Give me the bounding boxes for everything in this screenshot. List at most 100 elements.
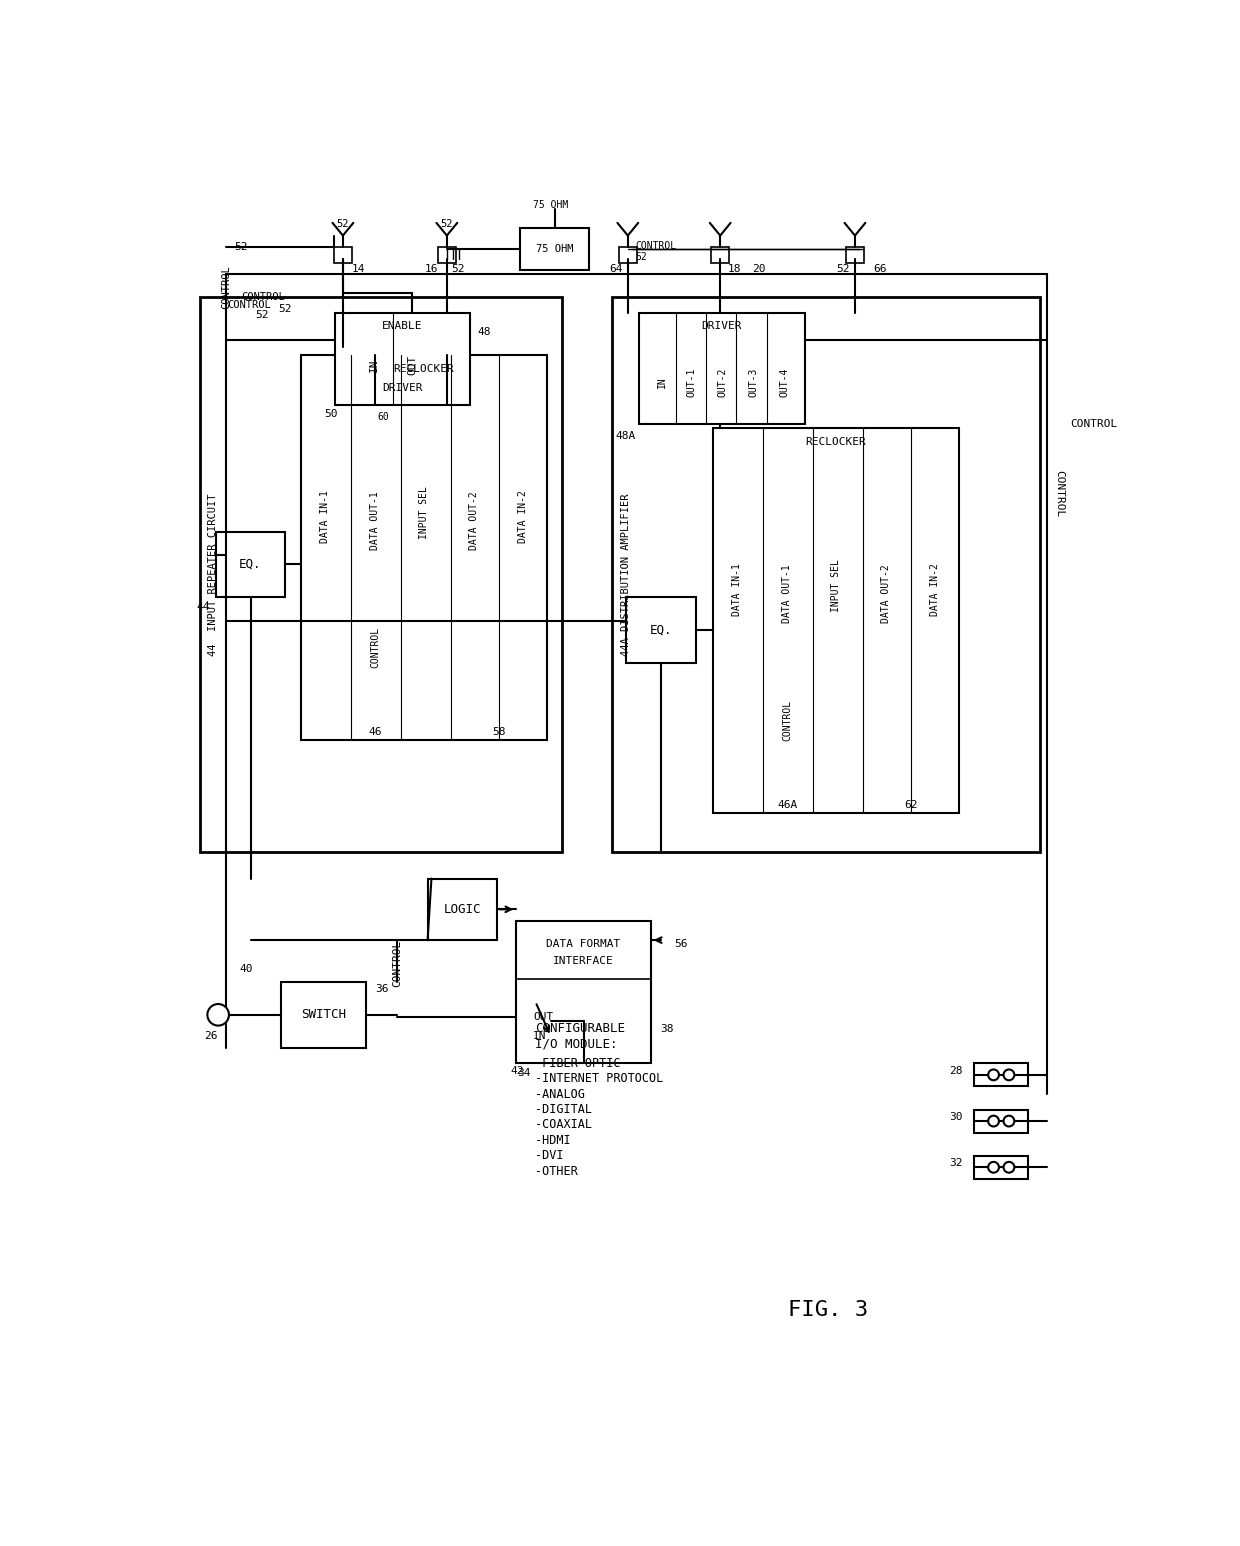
- Bar: [975, 1064, 1028, 1087]
- Text: 52: 52: [635, 252, 647, 263]
- Bar: [438, 247, 456, 263]
- Text: DRIVER: DRIVER: [382, 383, 423, 393]
- Text: -FIBER OPTIC: -FIBER OPTIC: [536, 1057, 621, 1070]
- Text: 48A: 48A: [615, 431, 635, 441]
- Text: INTERFACE: INTERFACE: [553, 955, 614, 966]
- Bar: [975, 1156, 1028, 1178]
- Text: CONFIGURABLE: CONFIGURABLE: [536, 1022, 625, 1036]
- Text: OUT-3: OUT-3: [748, 368, 759, 397]
- Text: -DIGITAL: -DIGITAL: [536, 1102, 593, 1116]
- Bar: [711, 247, 729, 263]
- Text: 52: 52: [440, 220, 453, 229]
- Text: 36: 36: [376, 983, 389, 994]
- Bar: [626, 597, 696, 663]
- Text: 52: 52: [279, 303, 291, 314]
- Text: DATA OUT-1: DATA OUT-1: [782, 564, 792, 623]
- Bar: [713, 428, 959, 813]
- Text: 66: 66: [874, 264, 887, 274]
- Text: 52: 52: [255, 309, 269, 320]
- Text: -DVI: -DVI: [536, 1149, 564, 1163]
- Text: CONTROL: CONTROL: [221, 266, 231, 309]
- Text: 52: 52: [234, 243, 248, 252]
- Text: DATA OUT-2: DATA OUT-2: [880, 564, 890, 623]
- Text: CONTROL: CONTROL: [635, 241, 677, 250]
- Text: IN: IN: [657, 376, 667, 388]
- Text: 52: 52: [336, 220, 350, 229]
- Text: SWITCH: SWITCH: [301, 1008, 346, 1022]
- Text: -COAXIAL: -COAXIAL: [536, 1118, 593, 1132]
- Text: DATA IN-2: DATA IN-2: [518, 490, 528, 543]
- Circle shape: [1003, 1070, 1014, 1081]
- Text: IN: IN: [368, 359, 378, 371]
- Text: EQ.: EQ.: [239, 558, 262, 570]
- Text: RECLOCKER: RECLOCKER: [805, 438, 866, 447]
- Bar: [516, 921, 651, 1064]
- Text: DATA IN-1: DATA IN-1: [320, 490, 330, 543]
- Text: OUT: OUT: [533, 1013, 553, 1022]
- Text: INPUT SEL: INPUT SEL: [831, 560, 841, 612]
- Bar: [520, 227, 589, 271]
- Text: 46A: 46A: [777, 801, 797, 810]
- Text: 42: 42: [511, 1067, 523, 1076]
- Text: -HDMI: -HDMI: [536, 1133, 572, 1147]
- Text: 44A DISTRIBUTION AMPLIFIER: 44A DISTRIBUTION AMPLIFIER: [621, 493, 631, 656]
- Bar: [975, 1110, 1028, 1133]
- Text: RECLOCKER: RECLOCKER: [393, 363, 454, 374]
- Text: 50: 50: [325, 410, 339, 419]
- Text: 46: 46: [368, 727, 382, 737]
- Text: 44: 44: [196, 601, 210, 612]
- Text: 48: 48: [477, 326, 491, 337]
- Text: 38: 38: [660, 1023, 673, 1034]
- Circle shape: [1003, 1116, 1014, 1127]
- Text: 62: 62: [904, 801, 918, 810]
- Circle shape: [988, 1163, 999, 1173]
- Text: 56: 56: [675, 938, 687, 949]
- Bar: [619, 247, 637, 263]
- Text: 20: 20: [751, 264, 765, 274]
- Text: 26: 26: [203, 1031, 217, 1042]
- Text: 60: 60: [377, 411, 389, 422]
- Text: 64: 64: [610, 264, 622, 274]
- Text: -OTHER: -OTHER: [536, 1164, 578, 1178]
- Text: DATA IN-1: DATA IN-1: [732, 563, 742, 617]
- Circle shape: [207, 1003, 229, 1025]
- Text: 52: 52: [451, 264, 465, 274]
- Text: CONTROL: CONTROL: [242, 292, 285, 301]
- Text: DATA FORMAT: DATA FORMAT: [546, 938, 620, 949]
- Text: 75 OHM: 75 OHM: [536, 244, 573, 254]
- Text: CONTROL: CONTROL: [227, 300, 272, 309]
- Text: -ANALOG: -ANALOG: [536, 1088, 585, 1101]
- Bar: [201, 297, 563, 852]
- Text: 16: 16: [424, 264, 438, 274]
- Bar: [640, 312, 805, 424]
- Text: INPUT SEL: INPUT SEL: [419, 487, 429, 540]
- Text: 52: 52: [837, 264, 851, 274]
- Text: 28: 28: [950, 1067, 962, 1076]
- Text: IN: IN: [533, 1031, 547, 1042]
- Text: LOGIC: LOGIC: [444, 903, 481, 915]
- Text: 75 OHM: 75 OHM: [533, 199, 568, 210]
- Bar: [613, 297, 1040, 852]
- Bar: [281, 982, 366, 1048]
- Text: FIG. 3: FIG. 3: [787, 1300, 868, 1320]
- Text: I/O MODULE:: I/O MODULE:: [536, 1037, 618, 1051]
- Text: 58: 58: [492, 727, 506, 737]
- Text: 32: 32: [950, 1158, 962, 1169]
- Text: CONTROL: CONTROL: [782, 700, 792, 741]
- Text: 34: 34: [517, 1068, 531, 1078]
- Text: CONTROL: CONTROL: [1070, 419, 1117, 430]
- Text: CONTROL: CONTROL: [371, 628, 381, 668]
- Text: OUT-2: OUT-2: [718, 368, 728, 397]
- Bar: [428, 878, 497, 940]
- Text: OUT-4: OUT-4: [779, 368, 789, 397]
- Text: 44  INPUT REPEATER CIRCUIT: 44 INPUT REPEATER CIRCUIT: [208, 493, 218, 656]
- Text: CONTROL: CONTROL: [1054, 470, 1064, 518]
- Text: ENABLE: ENABLE: [382, 322, 423, 331]
- Bar: [846, 247, 864, 263]
- Text: -INTERNET PROTOCOL: -INTERNET PROTOCOL: [536, 1073, 663, 1085]
- Bar: [334, 247, 352, 263]
- Text: DATA IN-2: DATA IN-2: [930, 563, 940, 617]
- Bar: [216, 532, 285, 597]
- Text: EQ.: EQ.: [650, 623, 672, 637]
- Text: 18: 18: [728, 264, 740, 274]
